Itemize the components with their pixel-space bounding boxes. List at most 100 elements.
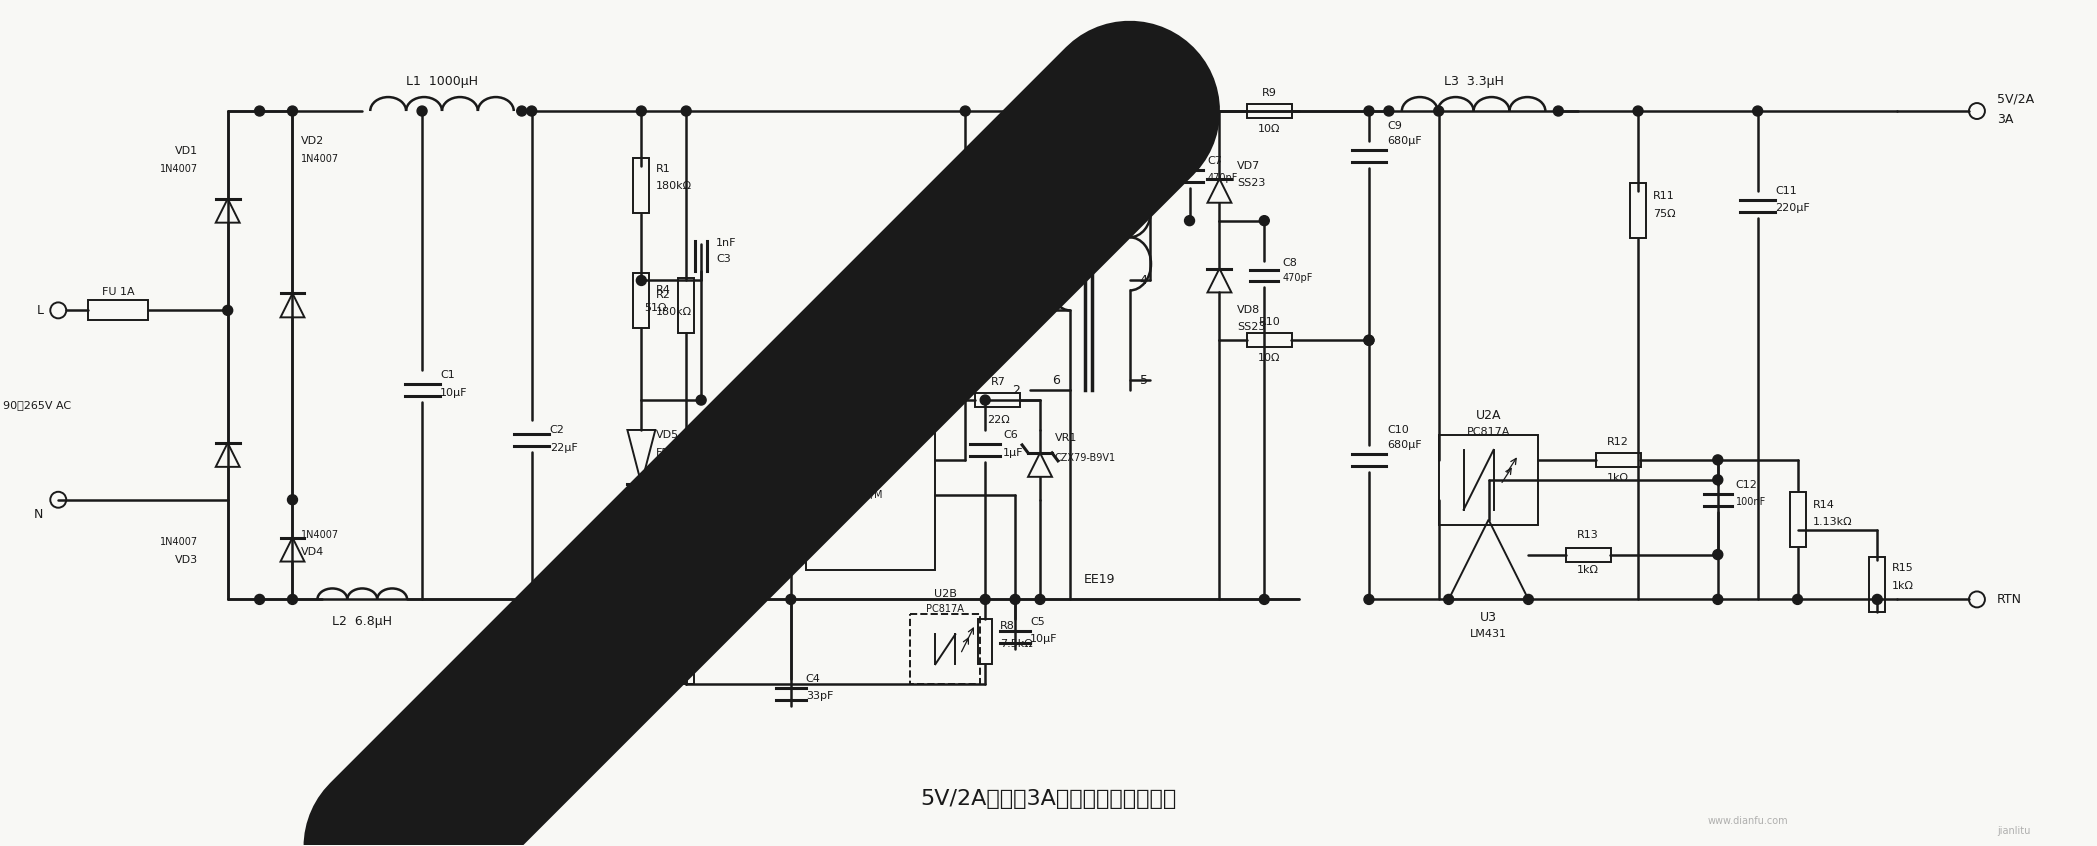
Circle shape [254,106,264,116]
Text: VD8: VD8 [1237,305,1260,316]
Text: R2: R2 [656,290,671,300]
Text: EE19: EE19 [1084,573,1116,586]
Text: 1kΩ: 1kΩ [1891,581,1915,591]
Text: VR1: VR1 [1055,433,1078,443]
Text: R11: R11 [1652,190,1676,201]
Text: C4: C4 [805,674,820,684]
Text: PC817A: PC817A [927,604,965,614]
Text: 22μF: 22μF [549,443,577,453]
Circle shape [682,595,692,604]
Circle shape [287,495,298,505]
Text: 1kΩ: 1kΩ [1606,473,1629,483]
Bar [975,393,1019,407]
Bar [88,300,149,321]
Bar [977,619,992,664]
Text: R7: R7 [990,377,1007,387]
Text: 180kΩ: 180kΩ [656,307,692,317]
Text: R9: R9 [1262,88,1277,98]
Text: 18kΩ: 18kΩ [979,277,1009,288]
Circle shape [1036,595,1044,604]
Text: SS23: SS23 [1237,322,1267,332]
Text: R6: R6 [979,261,994,271]
Text: 2: 2 [1013,383,1019,397]
Bar [805,371,935,569]
Bar [1596,453,1640,467]
Text: TNY377PN: TNY377PN [841,425,900,435]
Text: VD3: VD3 [174,554,197,564]
Text: U1: U1 [862,404,879,416]
Circle shape [287,106,298,116]
Text: 220μF: 220μF [1776,203,1810,212]
Text: R3: R3 [656,514,671,525]
Text: 1μF: 1μF [1002,448,1023,458]
Text: 90～265V AC: 90～265V AC [4,400,71,410]
Text: C7: C7 [1208,156,1223,166]
Text: 51Ω: 51Ω [644,304,667,313]
Circle shape [1713,475,1724,485]
Text: R14: R14 [1812,500,1835,510]
Circle shape [287,595,298,604]
Text: L2  6.8μH: L2 6.8μH [331,615,392,628]
Text: C2: C2 [549,425,564,435]
Bar [1868,557,1885,612]
Text: 1.13kΩ: 1.13kΩ [1812,517,1852,527]
Text: R10: R10 [1258,317,1279,327]
Circle shape [740,595,751,604]
Text: FR107: FR107 [656,448,692,458]
Circle shape [526,106,537,116]
Text: 3A: 3A [1996,113,2013,125]
Text: 1N4007: 1N4007 [300,154,338,164]
Text: R1: R1 [656,164,671,173]
Circle shape [1145,106,1155,116]
Bar [1248,104,1292,118]
Text: jianlitu: jianlitu [1996,826,2030,836]
Bar [1629,184,1646,238]
Text: C5: C5 [1030,618,1044,628]
Text: 7.5kΩ: 7.5kΩ [1000,640,1034,649]
Text: 1kΩ: 1kΩ [1577,564,1600,574]
Text: 10μF: 10μF [1030,634,1057,645]
Text: 180kΩ: 180kΩ [656,181,692,191]
Circle shape [1522,595,1533,604]
Circle shape [1713,455,1724,464]
Text: S: S [782,538,791,551]
Bar [1248,333,1292,347]
Text: 1N4007: 1N4007 [159,536,197,547]
Text: 470pF: 470pF [1208,173,1237,183]
Text: C10: C10 [1386,425,1409,435]
Text: 6: 6 [1053,374,1059,387]
Circle shape [1363,335,1374,345]
Text: LM431: LM431 [1470,629,1508,640]
Circle shape [1185,106,1195,116]
Circle shape [696,395,707,405]
Text: 680μF: 680μF [1386,136,1422,146]
Text: R5: R5 [652,640,667,649]
Bar [1439,435,1539,525]
Bar [1566,547,1610,562]
Circle shape [417,106,428,116]
Text: U2B: U2B [933,590,956,600]
Circle shape [1554,106,1562,116]
Circle shape [222,305,233,316]
Circle shape [1443,595,1453,604]
Circle shape [682,106,692,116]
Text: C6: C6 [1002,430,1017,440]
Text: R4: R4 [656,285,671,295]
Bar [1789,492,1806,547]
Text: 1N4007: 1N4007 [159,164,197,173]
Text: BP/M: BP/M [858,490,883,500]
Text: 10μF: 10μF [440,388,468,398]
Text: C3: C3 [715,254,732,264]
Text: L3  3.3μH: L3 3.3μH [1443,74,1504,88]
Text: C1: C1 [440,371,455,380]
Text: 1: 1 [1046,109,1055,123]
Circle shape [1260,216,1269,226]
Circle shape [1260,595,1269,604]
Text: 10Ω: 10Ω [1258,124,1281,134]
Circle shape [960,106,971,116]
Circle shape [682,540,692,550]
Text: C12: C12 [1736,480,1757,490]
Circle shape [1873,595,1883,604]
Text: D: D [782,393,791,407]
Circle shape [1634,106,1644,116]
